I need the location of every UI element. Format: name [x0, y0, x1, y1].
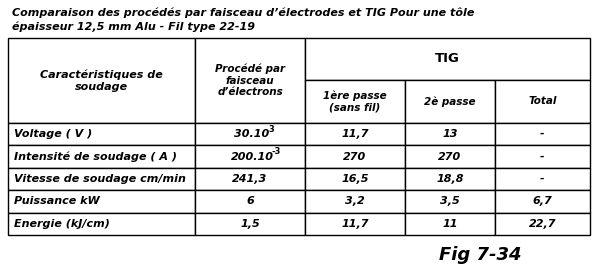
Text: 22,7: 22,7: [529, 219, 556, 229]
Bar: [405, 168, 495, 190]
Text: Energie (kJ/cm): Energie (kJ/cm): [14, 219, 110, 229]
Text: 3,2: 3,2: [345, 196, 365, 207]
Text: 11: 11: [443, 219, 457, 229]
Text: Intensité de soudage ( A ): Intensité de soudage ( A ): [14, 151, 177, 162]
Bar: [195, 190, 305, 213]
Text: Caractéristiques de
soudage: Caractéristiques de soudage: [40, 70, 163, 92]
Bar: [8, 145, 195, 168]
Text: -: -: [540, 129, 545, 139]
Text: 3,5: 3,5: [440, 196, 460, 207]
Bar: [195, 38, 305, 123]
Bar: [195, 123, 305, 145]
Text: 2è passe: 2è passe: [424, 96, 476, 107]
Bar: [495, 213, 590, 235]
Text: Puissance kW: Puissance kW: [14, 196, 100, 207]
Bar: [305, 190, 405, 213]
Bar: [405, 145, 495, 168]
Bar: [305, 80, 405, 123]
Bar: [305, 38, 590, 80]
Bar: [405, 190, 495, 213]
Bar: [495, 123, 590, 145]
Text: 11,7: 11,7: [341, 219, 369, 229]
Bar: [405, 80, 495, 123]
Text: -: -: [540, 152, 545, 162]
Text: -3: -3: [271, 147, 280, 156]
Bar: [405, 123, 495, 145]
Text: 16,5: 16,5: [341, 174, 369, 184]
Text: 200.10: 200.10: [230, 152, 273, 162]
Text: 11,7: 11,7: [341, 129, 369, 139]
Bar: [195, 213, 305, 235]
Bar: [8, 38, 195, 123]
Text: 1,5: 1,5: [240, 219, 260, 229]
Text: Total: Total: [528, 97, 557, 106]
Bar: [195, 145, 305, 168]
Text: Procédé par
faisceau
d’électrons: Procédé par faisceau d’électrons: [215, 64, 285, 97]
Bar: [405, 213, 495, 235]
Text: -: -: [540, 174, 545, 184]
Bar: [305, 145, 405, 168]
Text: 241,3: 241,3: [233, 174, 268, 184]
Bar: [495, 190, 590, 213]
Text: Vitesse de soudage cm/min: Vitesse de soudage cm/min: [14, 174, 186, 184]
Text: 3: 3: [268, 125, 274, 134]
Text: Comparaison des procédés par faisceau d’électrodes et TIG Pour une tôle: Comparaison des procédés par faisceau d’…: [12, 7, 474, 18]
Bar: [8, 168, 195, 190]
Bar: [305, 168, 405, 190]
Text: 270: 270: [343, 152, 367, 162]
Text: 270: 270: [438, 152, 462, 162]
Text: TIG: TIG: [435, 53, 460, 65]
Text: épaisseur 12,5 mm Alu - Fil type 22-19: épaisseur 12,5 mm Alu - Fil type 22-19: [12, 22, 255, 32]
Text: 1ère passe
(sans fil): 1ère passe (sans fil): [323, 90, 387, 112]
Bar: [8, 213, 195, 235]
Bar: [495, 80, 590, 123]
Bar: [195, 168, 305, 190]
Text: Fig 7-34: Fig 7-34: [439, 246, 521, 264]
Text: 30.10: 30.10: [234, 129, 270, 139]
Text: 6: 6: [246, 196, 254, 207]
Text: 18,8: 18,8: [437, 174, 464, 184]
Bar: [8, 123, 195, 145]
Bar: [495, 145, 590, 168]
Text: 6,7: 6,7: [533, 196, 553, 207]
Text: 13: 13: [443, 129, 457, 139]
Bar: [495, 168, 590, 190]
Bar: [8, 190, 195, 213]
Bar: [305, 123, 405, 145]
Text: Voltage ( V ): Voltage ( V ): [14, 129, 92, 139]
Bar: [305, 213, 405, 235]
